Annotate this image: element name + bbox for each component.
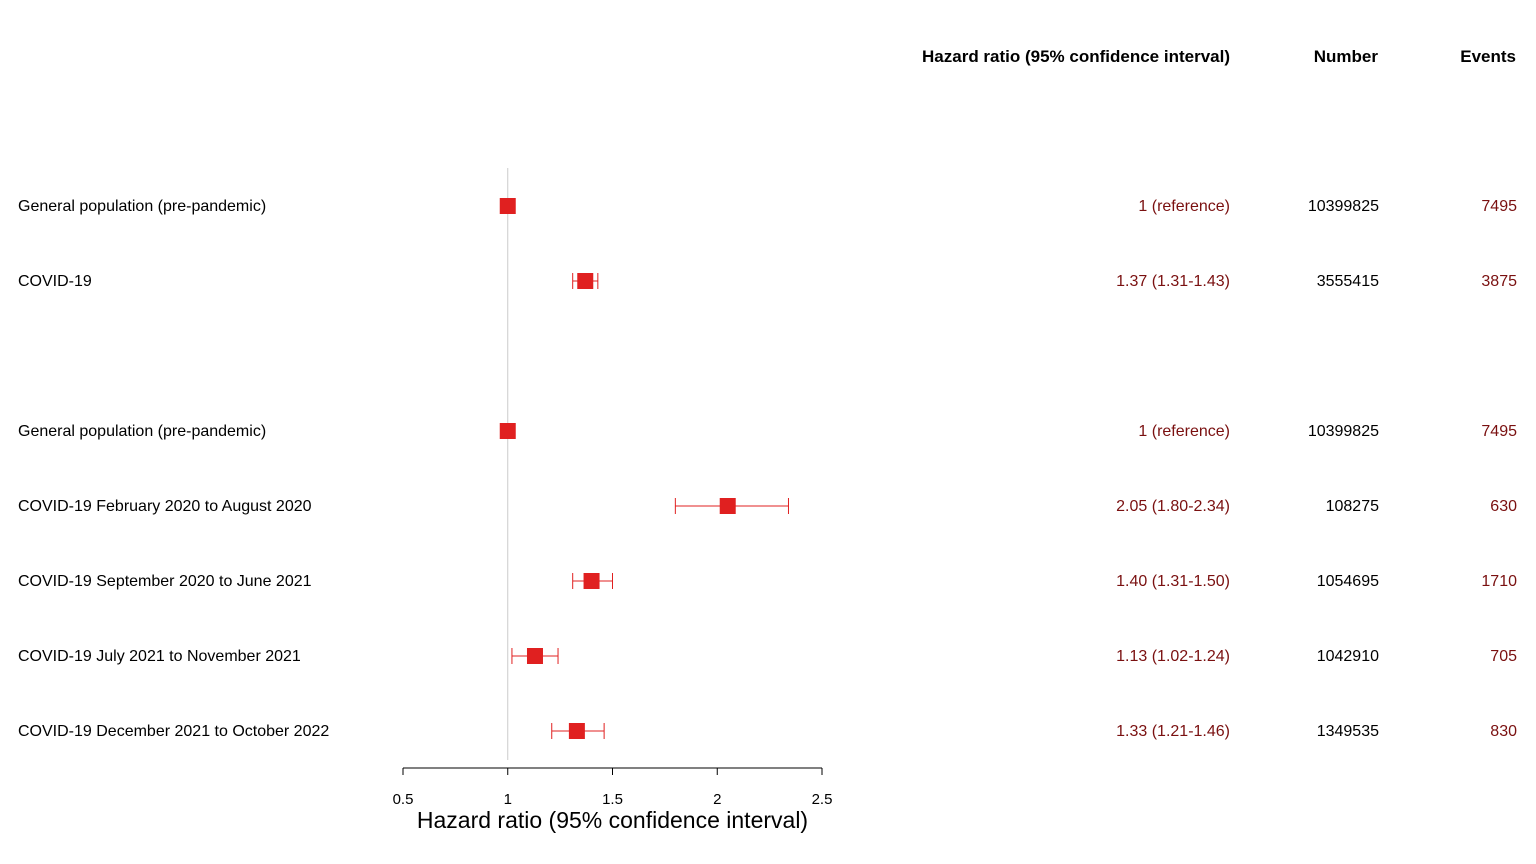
- events-value: 3875: [1481, 273, 1517, 290]
- x-axis-label: Hazard ratio (95% confidence interval): [416, 807, 809, 833]
- row-label: General population (pre-pandemic): [18, 198, 267, 215]
- point-estimate: [499, 423, 516, 439]
- hazard-ratio-value: 1 (reference): [1138, 198, 1230, 215]
- hazard-ratio-value: 1.13 (1.02-1.24): [1116, 648, 1230, 665]
- row-label: COVID-19: [18, 273, 92, 290]
- events-value: 7495: [1481, 198, 1517, 215]
- x-tick-label: 2: [713, 791, 721, 808]
- events-value: 830: [1490, 723, 1517, 740]
- point-estimate: [568, 723, 585, 739]
- hazard-ratio-value: 1.33 (1.21-1.46): [1116, 723, 1230, 740]
- x-tick-label: 2.5: [812, 791, 833, 808]
- row-label: General population (pre-pandemic): [18, 423, 267, 440]
- number-value: 10399825: [1307, 198, 1379, 215]
- events-value: 705: [1490, 648, 1517, 665]
- row-label: COVID-19 February 2020 to August 2020: [18, 498, 312, 515]
- x-tick-label: 0.5: [393, 791, 414, 808]
- row-label: COVID-19 December 2021 to October 2022: [18, 723, 330, 740]
- point-estimate: [583, 573, 600, 589]
- hazard-ratio-value: 1.37 (1.31-1.43): [1116, 273, 1230, 290]
- point-estimate: [499, 198, 516, 214]
- header-number: Number: [1313, 47, 1378, 66]
- point-estimate: [526, 648, 543, 664]
- hazard-ratio-value: 2.05 (1.80-2.34): [1116, 498, 1230, 515]
- events-value: 7495: [1481, 423, 1517, 440]
- number-value: 1042910: [1316, 648, 1379, 665]
- x-tick-label: 1.5: [602, 791, 623, 808]
- x-tick-label: 1: [504, 791, 512, 808]
- events-value: 1710: [1481, 573, 1517, 590]
- header-hazard-ratio: Hazard ratio (95% confidence interval): [922, 47, 1230, 66]
- number-value: 108275: [1325, 498, 1379, 515]
- hazard-ratio-value: 1 (reference): [1138, 423, 1230, 440]
- point-estimate: [577, 273, 594, 289]
- number-value: 1054695: [1316, 573, 1379, 590]
- number-value: 3555415: [1316, 273, 1379, 290]
- number-value: 1349535: [1316, 723, 1379, 740]
- number-value: 10399825: [1307, 423, 1379, 440]
- point-estimate: [719, 498, 736, 514]
- events-value: 630: [1490, 498, 1517, 515]
- hazard-ratio-value: 1.40 (1.31-1.50): [1116, 573, 1230, 590]
- header-events: Events: [1460, 47, 1516, 66]
- row-label: COVID-19 September 2020 to June 2021: [18, 573, 312, 590]
- row-label: COVID-19 July 2021 to November 2021: [18, 648, 301, 665]
